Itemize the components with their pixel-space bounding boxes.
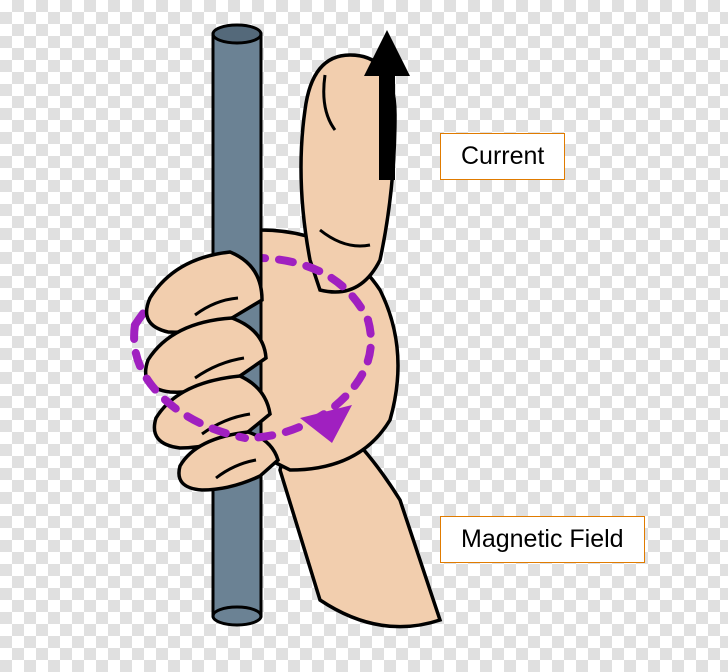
diagram bbox=[0, 0, 728, 672]
magnetic-field-label: Magnetic Field bbox=[440, 516, 645, 563]
current-label: Current bbox=[440, 133, 565, 180]
